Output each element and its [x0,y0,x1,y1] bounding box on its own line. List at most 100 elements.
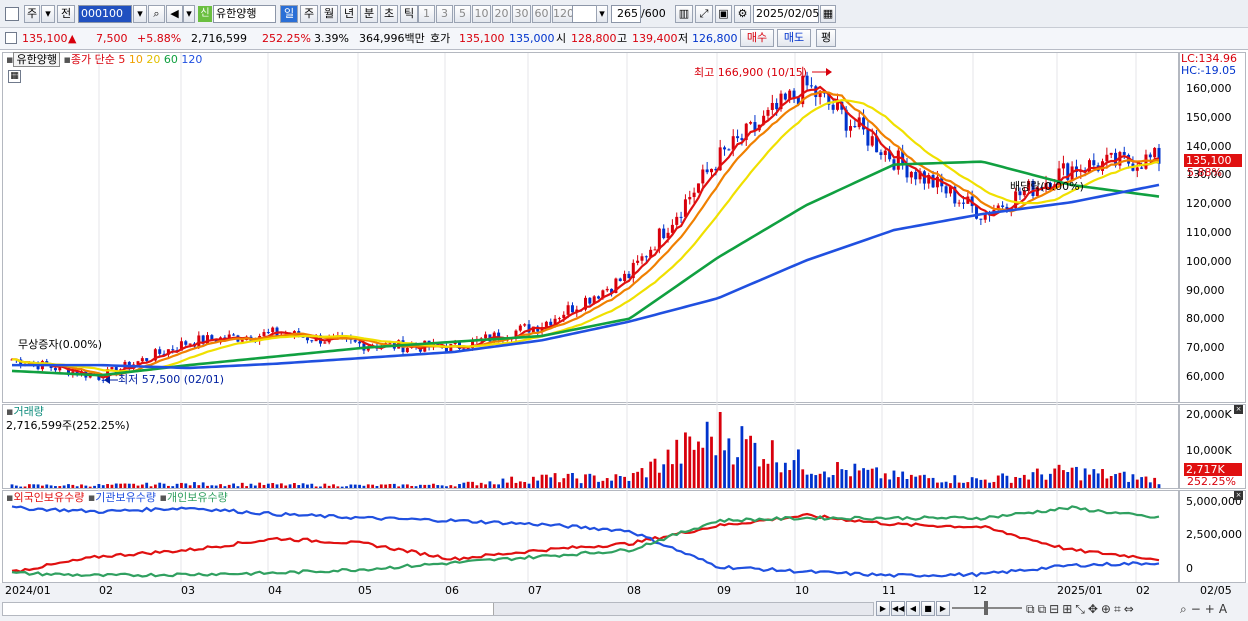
hoga-label: 호가 [430,32,451,45]
volume-bar [388,484,392,488]
volume-value-label: 2,716,599주(252.25%) [6,419,130,432]
draw-icon[interactable]: ⤢ [695,5,713,23]
price-tick-6: 100,000 [1186,254,1232,268]
date-input[interactable]: 2025/02/05 [753,5,819,23]
candle-body [1066,163,1070,180]
volume-bar [462,482,466,488]
volume-bar [193,482,196,488]
next-icon[interactable]: ▶ [936,601,950,616]
volume-bar [1083,468,1087,488]
count-input[interactable]: 265 [611,5,641,23]
tab-period-1[interactable]: 주 [300,5,318,23]
stock-code-input[interactable]: 000100 [78,5,132,23]
volume-bar [219,484,222,488]
tab-period-6[interactable]: 틱 [400,5,418,23]
volume-value: 2,716,599 [191,32,247,45]
volume-bar [753,442,757,488]
tab-interval-0[interactable]: 1 [418,5,435,23]
candle-body [553,318,557,326]
search-icon[interactable]: ⌕ [148,5,165,23]
save-icon[interactable]: ▣ [715,5,732,23]
tab-period-2[interactable]: 월 [320,5,338,23]
tab-interval-7[interactable]: 120 [552,5,574,23]
tab-period-0[interactable]: 일 [280,5,298,23]
gear-icon[interactable]: ⚙ [734,5,751,23]
sell-button[interactable]: 매도 [777,29,811,47]
candle-body [605,288,609,291]
volume-bar [988,482,991,488]
candle-body [844,109,848,131]
calendar-icon[interactable]: ▦ [820,5,836,23]
volume-bar [992,481,996,488]
tool-icons[interactable]: ⧉⧉⊟⊞⤡✥⊕⌗⇔ [1026,602,1137,616]
tab-interval-6[interactable]: 60 [532,5,551,23]
volume-bar [401,484,405,488]
ma60-line [11,160,1160,377]
horizontal-scrollbar[interactable] [2,602,874,616]
volume-bar [227,484,231,488]
volume-bar [514,482,518,488]
buy-button[interactable]: 매수 [740,29,774,47]
tab-interval-1[interactable]: 3 [436,5,453,23]
x-label-8: 09 [717,584,731,597]
tab-interval-3[interactable]: 10 [472,5,491,23]
volume-bar [19,486,23,488]
market-select[interactable]: 주 [24,5,40,23]
candle-body [1022,190,1026,196]
volume-bar [544,474,548,488]
step-back-icon[interactable]: ◀◀ [891,601,905,616]
tab-period-5[interactable]: 초 [380,5,398,23]
holdings-chart-panel[interactable] [2,490,1179,583]
tab-interval-5[interactable]: 30 [512,5,531,23]
zoom-slider-handle[interactable] [984,601,988,615]
volume-bar [844,469,848,488]
volume-bar [614,474,618,488]
quote-toggle-icon[interactable] [5,32,17,44]
avg-button[interactable]: 평 [816,29,836,47]
volume-bar [749,435,752,488]
candle-body [518,325,522,331]
ma10-label: 10 [128,53,143,66]
interval-dropdown-icon[interactable]: ▾ [596,5,608,23]
volume-bar [1140,477,1144,488]
vol-tick-10000: 10,000K [1186,444,1232,457]
candle-body [271,327,275,333]
scroll-thumb[interactable] [493,603,873,615]
zoom-icons[interactable]: ⌕−+A [1180,602,1232,616]
ma60-label: 60 [163,53,178,66]
candle-body [883,150,887,155]
speaker-icon[interactable]: ◀ [166,5,183,23]
last-price-tag: 135,100 [1184,154,1242,167]
prev-button[interactable]: 전 [57,5,75,23]
speaker-dropdown-icon[interactable]: ▾ [183,5,195,23]
volume-bar [379,484,383,488]
tab-period-3[interactable]: 년 [340,5,358,23]
panel-toggle-icon[interactable] [5,7,19,21]
scroll-right-icon[interactable]: ▶ [876,601,890,616]
candle-body [405,347,409,353]
tab-interval-4[interactable]: 20 [492,5,511,23]
holdings-close-icon[interactable]: × [1234,491,1243,500]
volume-bar [340,486,344,488]
table-icon[interactable]: ▦ [8,70,21,83]
candle-body [875,136,879,153]
candle-body [614,278,618,293]
volume-bar [471,481,474,488]
volume-bar [796,449,800,488]
indicator-icon[interactable]: ▥ [675,5,693,23]
market-dropdown-icon[interactable]: ▾ [41,5,55,23]
prev-icon[interactable]: ◀ [906,601,920,616]
candle-body [514,330,518,339]
volume-close-icon[interactable]: × [1234,405,1243,414]
volume-bar [827,477,831,488]
stock-name-field[interactable]: 유한양행 [213,5,276,23]
volume-chart-panel[interactable] [2,404,1179,489]
candle-body [210,335,214,340]
code-dropdown-icon[interactable]: ▾ [133,5,147,23]
candle-body [436,342,440,347]
tab-interval-2[interactable]: 5 [454,5,471,23]
tab-period-4[interactable]: 분 [360,5,378,23]
stop-icon[interactable]: ■ [921,601,935,616]
candle-body [140,358,144,362]
volume-bar [675,439,679,488]
